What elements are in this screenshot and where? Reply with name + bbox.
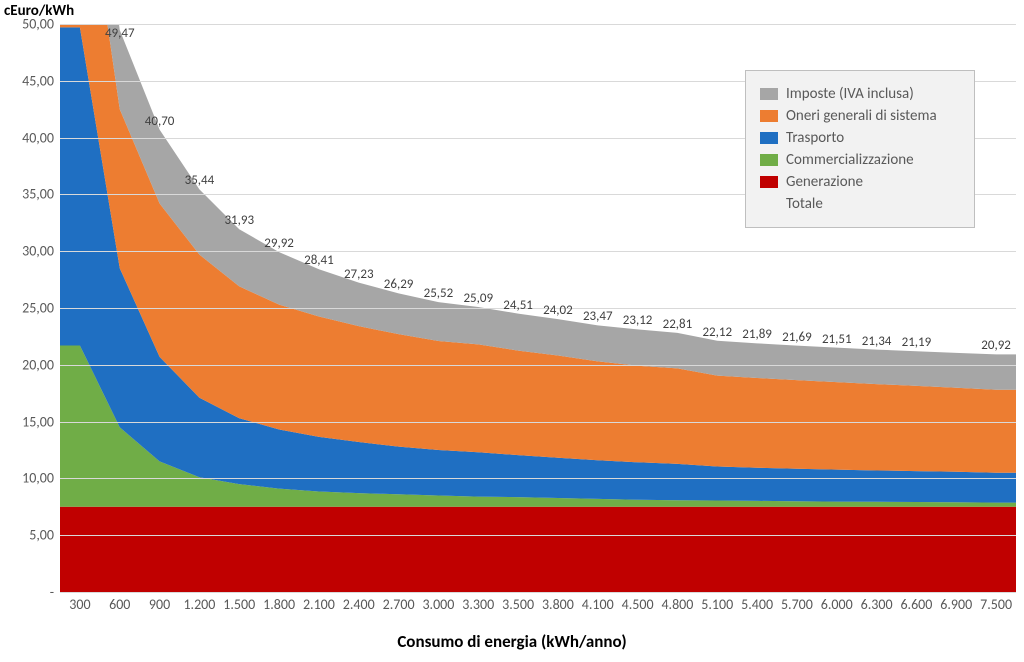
x-tick-label: 3.000 <box>422 596 454 613</box>
x-tick-label: 2.700 <box>383 596 415 613</box>
legend-item-imposte: Imposte (IVA inclusa) <box>760 85 960 103</box>
total-data-label: 25,52 <box>424 286 454 301</box>
legend-item-totale: Totale <box>760 195 960 213</box>
legend-swatch <box>760 132 778 144</box>
legend-swatch <box>760 176 778 188</box>
y-tick-label: 35,00 <box>22 186 54 203</box>
legend-label: Trasporto <box>786 129 844 147</box>
gridline <box>60 422 1016 423</box>
total-data-label: 21,89 <box>742 327 772 342</box>
gridline <box>60 535 1016 536</box>
y-tick-label: 30,00 <box>22 243 54 260</box>
legend-label: Commercializzazione <box>786 151 914 169</box>
total-data-label: 24,51 <box>503 298 533 313</box>
gridline <box>60 24 1016 25</box>
x-axis-title: Consumo di energia (kWh/anno) <box>0 631 1024 652</box>
x-tick-label: 600 <box>109 596 130 613</box>
legend-item-trasporto: Trasporto <box>760 129 960 147</box>
y-tick-label: 50,00 <box>22 16 54 33</box>
gridline <box>60 308 1016 309</box>
x-tick-label: 300 <box>69 596 90 613</box>
total-data-label: 24,02 <box>543 303 573 318</box>
x-tick-label: 1.800 <box>263 596 295 613</box>
legend-swatch <box>760 154 778 166</box>
total-data-label: 21,19 <box>902 335 932 350</box>
x-tick-label: 6.300 <box>861 596 893 613</box>
legend-label: Generazione <box>786 173 863 191</box>
x-tick-label: 900 <box>149 596 170 613</box>
area-generazione <box>60 507 1016 592</box>
x-tick-label: 3.500 <box>502 596 534 613</box>
legend-swatch <box>760 110 778 122</box>
total-data-label: 21,51 <box>822 332 852 347</box>
chart-container: cEuro/kWh -5,0010,0015,0020,0025,0030,00… <box>0 0 1024 662</box>
x-tick-label: 6.000 <box>821 596 853 613</box>
x-tick-label: 2.400 <box>343 596 375 613</box>
y-tick-label: 40,00 <box>22 129 54 146</box>
total-data-label: 31,93 <box>224 213 254 228</box>
x-tick-label: 4.800 <box>661 596 693 613</box>
total-data-label: 35,44 <box>185 173 215 188</box>
x-tick-label: 5.700 <box>781 596 813 613</box>
x-tick-label: 4.500 <box>622 596 654 613</box>
total-data-label: 21,34 <box>862 334 892 349</box>
total-data-label: 21,69 <box>782 330 812 345</box>
total-data-label: 23,47 <box>583 309 613 324</box>
total-data-label: 20,92 <box>981 338 1011 353</box>
total-data-label: 22,12 <box>702 325 732 340</box>
x-tick-label: 3.800 <box>542 596 574 613</box>
total-data-label: 23,12 <box>623 313 653 328</box>
legend: Imposte (IVA inclusa) Oneri generali di s… <box>745 70 975 228</box>
y-tick-label: 25,00 <box>22 300 54 317</box>
total-data-label: 40,70 <box>145 114 175 129</box>
x-tick-label: 6.900 <box>940 596 972 613</box>
y-tick-label: 15,00 <box>22 413 54 430</box>
y-tick-label: 45,00 <box>22 72 54 89</box>
x-tick-label: 1.500 <box>223 596 255 613</box>
x-tick-label: 6.600 <box>900 596 932 613</box>
total-data-label: 25,09 <box>463 291 493 306</box>
total-data-label: 26,29 <box>384 277 414 292</box>
total-data-label: 29,92 <box>264 236 294 251</box>
y-tick-label: 5,00 <box>29 527 54 544</box>
gridline <box>60 365 1016 366</box>
gridline <box>60 251 1016 252</box>
x-tick-label: 4.100 <box>582 596 614 613</box>
gridline <box>60 478 1016 479</box>
total-data-label: 28,41 <box>304 253 334 268</box>
legend-label: Imposte (IVA inclusa) <box>786 85 914 103</box>
x-tick-label: 2.100 <box>303 596 335 613</box>
y-tick-label: 20,00 <box>22 356 54 373</box>
x-tick-label: 5.100 <box>701 596 733 613</box>
legend-swatch <box>760 88 778 100</box>
x-tick-label: 3.300 <box>462 596 494 613</box>
total-data-label: 27,23 <box>344 267 374 282</box>
y-tick-label: - <box>50 584 54 601</box>
x-tick-label: 1.200 <box>183 596 215 613</box>
total-data-label: 49,47 <box>105 26 135 41</box>
legend-swatch <box>760 198 778 210</box>
legend-item-oneri: Oneri generali di sistema <box>760 107 960 125</box>
x-tick-label: 7.500 <box>980 596 1012 613</box>
y-tick-label: 10,00 <box>22 470 54 487</box>
legend-item-generazione: Generazione <box>760 173 960 191</box>
total-data-label: 22,81 <box>663 317 693 332</box>
legend-label: Totale <box>786 195 823 213</box>
legend-label: Oneri generali di sistema <box>786 107 937 125</box>
legend-item-commercializzazione: Commercializzazione <box>760 151 960 169</box>
gridline <box>60 592 1016 593</box>
x-tick-label: 5.400 <box>741 596 773 613</box>
